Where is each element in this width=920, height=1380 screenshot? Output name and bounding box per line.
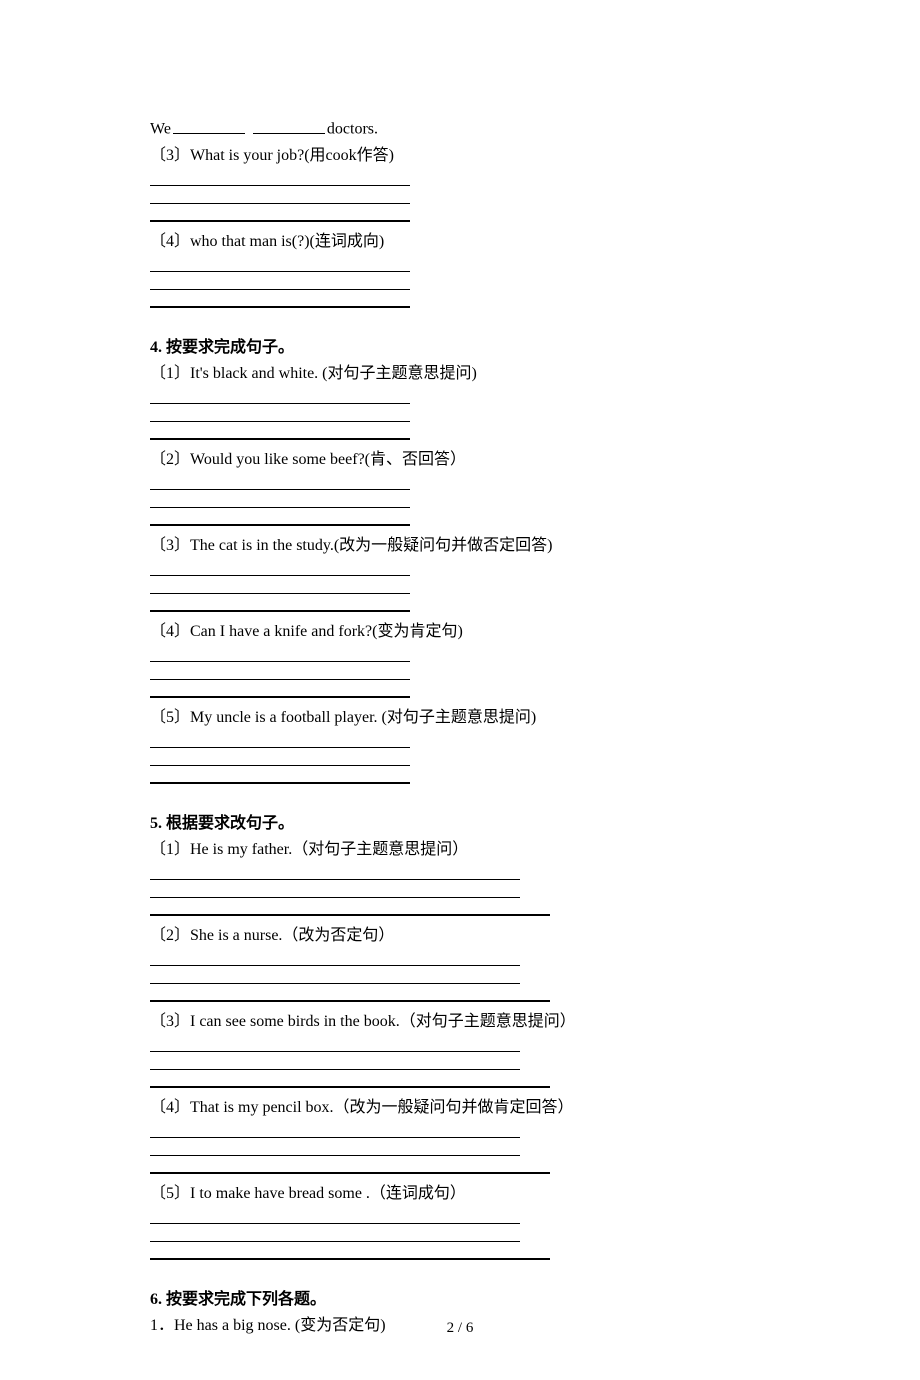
- sec5-q5-answer-lines: [150, 1210, 770, 1260]
- answer-line[interactable]: [150, 734, 410, 748]
- answer-line[interactable]: [150, 902, 550, 916]
- sec5-q5-text: 〔5〕I to make have bread some .（连词成句）: [150, 1182, 770, 1206]
- answer-line[interactable]: [150, 866, 520, 880]
- sec5-q4-text: 〔4〕That is my pencil box.（改为一般疑问句并做肯定回答）: [150, 1096, 770, 1120]
- section-5-heading: 5. 根据要求改句子。: [150, 812, 770, 836]
- section-6-heading: 6. 按要求完成下列各题。: [150, 1288, 770, 1312]
- sec4-q5-text: 〔5〕My uncle is a football player. (对句子主题…: [150, 706, 770, 730]
- sec5-q2-text: 〔2〕She is a nurse.（改为否定句）: [150, 924, 770, 948]
- fill-blank-2[interactable]: [253, 116, 325, 134]
- sec4-q5-answer-lines: [150, 734, 770, 784]
- text-doctors: doctors.: [327, 121, 378, 138]
- answer-line[interactable]: [150, 1142, 520, 1156]
- sec5-q1-text: 〔1〕He is my father.（对句子主题意思提问）: [150, 838, 770, 862]
- answer-line[interactable]: [150, 1210, 520, 1224]
- answer-line[interactable]: [150, 1160, 550, 1174]
- answer-line[interactable]: [150, 666, 410, 680]
- sec5-q1-answer-lines: [150, 866, 770, 916]
- sec5-q3-answer-lines: [150, 1038, 770, 1088]
- section-4-heading: 4. 按要求完成句子。: [150, 336, 770, 360]
- answer-line[interactable]: [150, 408, 410, 422]
- answer-line[interactable]: [150, 1124, 520, 1138]
- prev-q4-answer-lines: [150, 258, 770, 308]
- answer-line[interactable]: [150, 970, 520, 984]
- answer-line[interactable]: [150, 884, 520, 898]
- answer-line[interactable]: [150, 258, 410, 272]
- answer-line[interactable]: [150, 1228, 520, 1242]
- prev-q3-answer-lines: [150, 172, 770, 222]
- sec4-q1-answer-lines: [150, 390, 770, 440]
- answer-line[interactable]: [150, 598, 410, 612]
- sec5-q4-answer-lines: [150, 1124, 770, 1174]
- worksheet-page: We doctors. 〔3〕What is your job?(用cook作答…: [0, 0, 920, 1380]
- answer-line[interactable]: [150, 1056, 520, 1070]
- answer-line[interactable]: [150, 770, 410, 784]
- answer-line[interactable]: [150, 294, 410, 308]
- sec4-q4-answer-lines: [150, 648, 770, 698]
- answer-line[interactable]: [150, 1246, 550, 1260]
- answer-line[interactable]: [150, 684, 410, 698]
- answer-line[interactable]: [150, 494, 410, 508]
- answer-line[interactable]: [150, 276, 410, 290]
- answer-line[interactable]: [150, 562, 410, 576]
- sec4-q3-answer-lines: [150, 562, 770, 612]
- sec4-q3-text: 〔3〕The cat is in the study.(改为一般疑问句并做否定回…: [150, 534, 770, 558]
- sec4-q1-text: 〔1〕It's black and white. (对句子主题意思提问): [150, 362, 770, 386]
- answer-line[interactable]: [150, 390, 410, 404]
- answer-line[interactable]: [150, 208, 410, 222]
- answer-line[interactable]: [150, 426, 410, 440]
- sec4-q4-text: 〔4〕Can I have a knife and fork?(变为肯定句): [150, 620, 770, 644]
- fill-blank-1[interactable]: [173, 116, 245, 134]
- answer-line[interactable]: [150, 988, 550, 1002]
- sec4-q2-answer-lines: [150, 476, 770, 526]
- answer-line[interactable]: [150, 512, 410, 526]
- answer-line[interactable]: [150, 476, 410, 490]
- text-we: We: [150, 121, 171, 138]
- answer-line[interactable]: [150, 648, 410, 662]
- answer-line[interactable]: [150, 752, 410, 766]
- answer-line[interactable]: [150, 580, 410, 594]
- sec5-q3-text: 〔3〕I can see some birds in the book.（对句子…: [150, 1010, 770, 1034]
- page-number: 2 / 6: [0, 1317, 920, 1340]
- carryover-fill-line: We doctors.: [150, 116, 770, 142]
- answer-line[interactable]: [150, 172, 410, 186]
- prev-q4-text: 〔4〕who that man is(?)(连词成向): [150, 230, 770, 254]
- answer-line[interactable]: [150, 1038, 520, 1052]
- sec4-q2-text: 〔2〕Would you like some beef?(肯、否回答）: [150, 448, 770, 472]
- sec5-q2-answer-lines: [150, 952, 770, 1002]
- answer-line[interactable]: [150, 952, 520, 966]
- answer-line[interactable]: [150, 1074, 550, 1088]
- prev-q3-text: 〔3〕What is your job?(用cook作答): [150, 144, 770, 168]
- answer-line[interactable]: [150, 190, 410, 204]
